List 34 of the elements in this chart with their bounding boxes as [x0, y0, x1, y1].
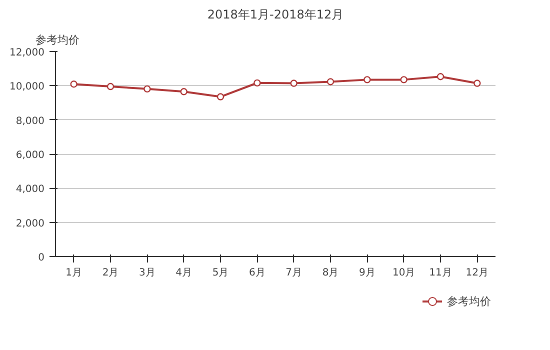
- point: [254, 79, 261, 87]
- x-tick-label: 9月: [358, 268, 376, 278]
- x-tick-label: 8月: [322, 268, 339, 278]
- point: [326, 78, 334, 86]
- legend-label: 参考均价: [447, 294, 491, 308]
- x-tick-label: 3月: [138, 268, 156, 278]
- x-tick-label: 12月: [466, 268, 489, 278]
- point: [290, 80, 298, 87]
- x-tick-label: 11月: [429, 268, 452, 278]
- point: [216, 93, 224, 100]
- y-axis-title: 参考均价: [36, 34, 80, 46]
- point: [180, 88, 188, 96]
- chart-title: 2018年1月-2018年12月: [207, 8, 344, 22]
- y-tick-label: 6,000: [16, 150, 45, 161]
- x-tick-label: 5月: [212, 268, 229, 278]
- point: [144, 85, 151, 93]
- x-tick-label: 4月: [176, 268, 192, 278]
- point: [106, 82, 114, 90]
- x-tick-label: 6月: [248, 268, 266, 278]
- y-tick-label: 4,000: [16, 184, 45, 196]
- y-tick-label: 8,000: [16, 116, 45, 127]
- point: [70, 80, 78, 88]
- point: [474, 80, 481, 87]
- x-tick-label: 7月: [286, 268, 302, 278]
- x-tick-label: 10月: [392, 268, 416, 278]
- y-tick-label: 12,000: [10, 48, 45, 58]
- x-tick-label: 2月: [102, 268, 119, 278]
- point: [364, 76, 371, 84]
- y-tick-label: 0: [38, 252, 45, 264]
- y-tick-label: 10,000: [10, 82, 45, 93]
- point: [400, 76, 408, 84]
- x-tick-label: 1月: [66, 268, 82, 278]
- y-tick-label: 2,000: [16, 218, 45, 230]
- point: [436, 73, 444, 80]
